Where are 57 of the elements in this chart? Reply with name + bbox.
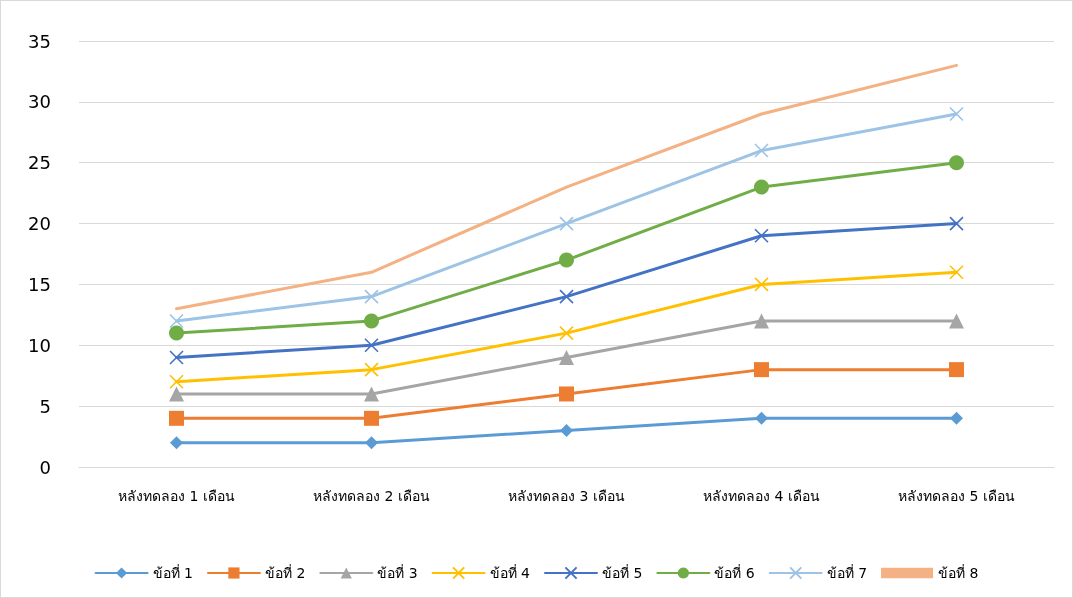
- point: [364, 289, 379, 304]
- point: [364, 362, 379, 377]
- point: [949, 313, 964, 329]
- legend-label: ข้อที่ 1: [152, 564, 193, 581]
- y-tick-label: 0: [39, 456, 51, 478]
- point: [754, 143, 769, 158]
- y-tick-label: 35: [28, 30, 51, 52]
- point: [559, 386, 574, 402]
- point: [949, 106, 964, 122]
- legend-label: ข้อที่ 7: [826, 564, 868, 581]
- x-tick-label: หลังทดลอง 4 เดือน: [703, 488, 820, 504]
- y-tick-label: 20: [28, 213, 51, 235]
- point: [559, 252, 574, 268]
- point: [169, 374, 184, 390]
- legend-label: ข้อที่ 6: [714, 564, 755, 581]
- x-tick-label: หลังทดลอง 1 เดือน: [118, 488, 235, 504]
- point: [560, 423, 573, 437]
- point: [364, 337, 379, 353]
- line-series: [175, 63, 958, 311]
- point: [559, 216, 574, 231]
- y-tick-label: 25: [28, 152, 51, 174]
- point: [169, 410, 184, 426]
- point: [364, 386, 379, 402]
- x-tick-label: หลังทดลอง 5 เดือน: [898, 488, 1015, 504]
- point: [949, 362, 964, 378]
- point: [754, 313, 769, 329]
- point: [169, 350, 184, 365]
- point: [754, 362, 769, 378]
- x-tick-label: หลังทดลอง 2 เดือน: [313, 488, 430, 504]
- legend-label: ข้อที่ 4: [489, 564, 531, 581]
- x-tick-label: หลังทดลอง 3 เดือน: [508, 488, 625, 504]
- point: [364, 313, 379, 329]
- point: [364, 410, 379, 426]
- point: [559, 289, 574, 304]
- point: [949, 216, 964, 231]
- legend-label: ข้อที่ 8: [938, 564, 979, 581]
- point: [559, 325, 574, 341]
- point: [755, 411, 768, 425]
- point: [754, 179, 769, 195]
- point: [169, 313, 184, 329]
- point: [365, 436, 378, 450]
- y-tick-label: 5: [39, 395, 51, 417]
- point: [169, 386, 184, 402]
- point: [559, 349, 574, 365]
- point: [950, 411, 963, 425]
- point: [949, 264, 964, 280]
- legend-label: ข้อที่ 3: [377, 564, 418, 581]
- y-tick-label: 15: [28, 273, 51, 295]
- point: [169, 325, 184, 341]
- point: [754, 277, 769, 292]
- legend-label: ข้อที่ 5: [602, 564, 643, 581]
- point: [949, 155, 964, 171]
- point: [170, 436, 183, 450]
- point: [754, 228, 769, 244]
- legend-label: ข้อที่ 2: [264, 564, 306, 581]
- y-tick-label: 10: [28, 334, 51, 356]
- y-tick-label: 30: [28, 91, 51, 113]
